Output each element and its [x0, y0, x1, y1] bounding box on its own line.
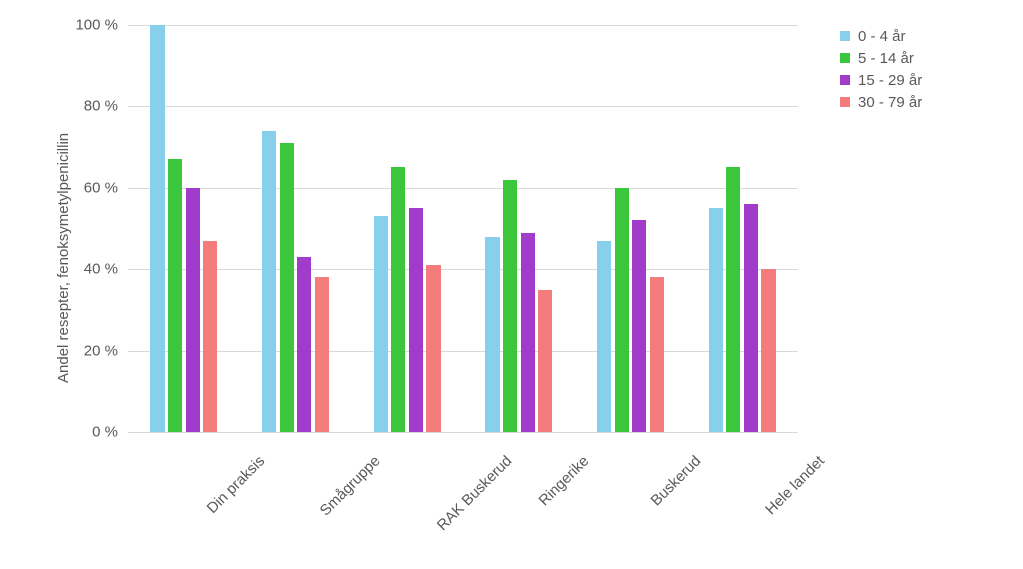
- bar: [650, 277, 664, 432]
- bar: [503, 180, 517, 432]
- legend-swatch: [840, 97, 850, 107]
- bar: [709, 208, 723, 432]
- bar: [297, 257, 311, 432]
- legend-item: 30 - 79 år: [840, 91, 922, 113]
- category-cluster: [686, 25, 798, 432]
- x-tick-label: Smågruppe: [316, 452, 383, 519]
- category-cluster: [351, 25, 463, 432]
- x-tick-label: Buskerud: [647, 452, 704, 509]
- legend-swatch: [840, 75, 850, 85]
- legend-swatch: [840, 31, 850, 41]
- bar: [744, 204, 758, 432]
- bar: [168, 159, 182, 432]
- legend-item: 5 - 14 år: [840, 47, 922, 69]
- plot-area: [128, 25, 798, 432]
- bar: [374, 216, 388, 432]
- legend-label: 30 - 79 år: [858, 94, 922, 111]
- legend-label: 0 - 4 år: [858, 28, 906, 45]
- legend-label: 15 - 29 år: [858, 72, 922, 89]
- x-tick-label: Hele landet: [762, 452, 828, 518]
- category-cluster: [463, 25, 575, 432]
- y-tick-label: 100 %: [68, 17, 118, 34]
- category-cluster: [575, 25, 687, 432]
- y-tick-label: 80 %: [68, 98, 118, 115]
- bar: [485, 237, 499, 432]
- bar: [538, 290, 552, 432]
- bar: [632, 220, 646, 432]
- bar: [150, 25, 164, 432]
- bar: [726, 167, 740, 432]
- bar: [262, 131, 276, 432]
- chart-container: Andel resepter, fenoksymetylpenicillin 0…: [0, 0, 1023, 569]
- x-tick-label: Din praksis: [204, 452, 268, 516]
- bar: [615, 188, 629, 432]
- legend-item: 15 - 29 år: [840, 69, 922, 91]
- y-tick-label: 0 %: [68, 424, 118, 441]
- legend: 0 - 4 år 5 - 14 år 15 - 29 år 30 - 79 år: [840, 25, 922, 113]
- bar: [597, 241, 611, 432]
- gridline: [128, 432, 798, 433]
- bar: [761, 269, 775, 432]
- legend-item: 0 - 4 år: [840, 25, 922, 47]
- bar: [280, 143, 294, 432]
- legend-swatch: [840, 53, 850, 63]
- x-tick-label: Ringerike: [535, 452, 592, 509]
- category-cluster: [128, 25, 240, 432]
- bar: [315, 277, 329, 432]
- bar: [391, 167, 405, 432]
- x-tick-label: RAK Buskerud: [434, 452, 516, 534]
- bar: [521, 233, 535, 432]
- bar: [203, 241, 217, 432]
- bar: [186, 188, 200, 432]
- category-cluster: [240, 25, 352, 432]
- legend-label: 5 - 14 år: [858, 50, 914, 67]
- bar: [409, 208, 423, 432]
- bar: [426, 265, 440, 432]
- y-tick-label: 60 %: [68, 179, 118, 196]
- y-tick-label: 20 %: [68, 342, 118, 359]
- y-tick-label: 40 %: [68, 261, 118, 278]
